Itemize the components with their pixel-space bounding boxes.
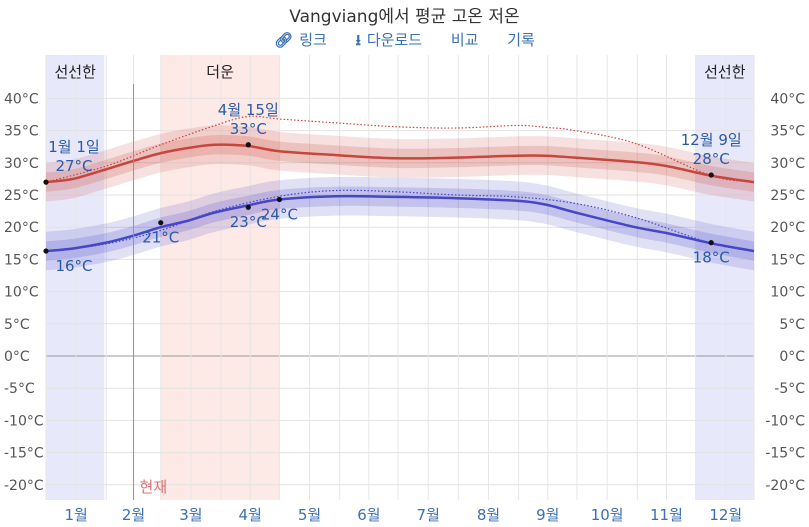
annotation-point-6 bbox=[708, 172, 714, 178]
series-low-band-inner bbox=[46, 186, 754, 261]
y-tick-label-left: -5°C bbox=[4, 381, 35, 397]
y-tick-label-right: -20°C bbox=[765, 478, 805, 494]
month-label-1: 1월 bbox=[64, 506, 87, 524]
month-label-2: 2월 bbox=[122, 506, 145, 524]
annotation-value-2: 21°C bbox=[142, 229, 179, 247]
annotation-point-0 bbox=[43, 179, 49, 185]
annotation-point-7 bbox=[708, 240, 714, 246]
annotation-date-6: 12월 9일 bbox=[681, 131, 742, 149]
y-tick-label-right: 15°C bbox=[770, 252, 805, 268]
season-band-label-0: 선선한 bbox=[54, 63, 96, 81]
y-tick-label-left: 0°C bbox=[4, 349, 30, 365]
y-tick-label-right: -10°C bbox=[765, 413, 805, 429]
y-tick-label-left: -20°C bbox=[4, 478, 44, 494]
y-tick-label-right: 25°C bbox=[770, 188, 805, 204]
annotation-value-0: 27°C bbox=[55, 157, 92, 175]
annotation-point-5 bbox=[276, 196, 283, 203]
series-high-band-inner bbox=[46, 135, 754, 192]
season-band-0 bbox=[46, 55, 105, 500]
month-label-11: 11월 bbox=[650, 506, 683, 524]
y-tick-label-right: -5°C bbox=[774, 381, 805, 397]
annotation-value-1: 16°C bbox=[55, 257, 92, 275]
y-tick-label-left: 15°C bbox=[4, 252, 39, 268]
y-tick-label-right: 30°C bbox=[770, 156, 805, 172]
y-tick-label-right: 5°C bbox=[779, 317, 805, 333]
season-band-label-2: 선선한 bbox=[704, 63, 746, 81]
annotation-point-1 bbox=[43, 248, 49, 254]
month-label-7: 7월 bbox=[417, 506, 440, 524]
annotation-date-0: 1월 1일 bbox=[48, 138, 99, 156]
annotation-value-5: 24°C bbox=[261, 206, 298, 224]
season-band-1 bbox=[160, 55, 280, 500]
annotation-value-6: 28°C bbox=[693, 150, 730, 168]
y-tick-label-left: 10°C bbox=[4, 285, 39, 301]
download-icon: ⭳ bbox=[355, 31, 361, 49]
annotation-value-3: 33°C bbox=[230, 120, 267, 138]
toolbar: 🔗︎ 링크 ⭳ 다운로드 비교 기록 bbox=[0, 29, 809, 55]
month-label-6: 6월 bbox=[357, 506, 380, 524]
y-tick-label-right: 20°C bbox=[770, 220, 805, 236]
season-band-2 bbox=[695, 55, 754, 500]
history-button[interactable]: 기록 bbox=[507, 31, 535, 49]
y-tick-label-left: 20°C bbox=[4, 220, 39, 236]
annotation-value-4: 23°C bbox=[230, 213, 267, 231]
link-button[interactable]: 🔗︎ 링크 bbox=[274, 29, 327, 50]
series-high-dotted-line bbox=[45, 115, 755, 183]
compare-button[interactable]: 비교 bbox=[450, 31, 479, 49]
y-tick-label-left: -15°C bbox=[4, 446, 44, 462]
y-tick-label-left: 35°C bbox=[4, 124, 39, 140]
series-low-band-outer bbox=[46, 176, 754, 271]
download-label: 다운로드 bbox=[366, 31, 423, 49]
month-label-9: 9월 bbox=[536, 506, 559, 524]
annotation-point-4 bbox=[245, 204, 251, 210]
season-band-label-1: 더운 bbox=[206, 63, 234, 81]
y-tick-label-left: 30°C bbox=[4, 156, 39, 172]
y-tick-label-left: 40°C bbox=[4, 91, 39, 107]
annotation-date-3: 4월 15일 bbox=[218, 101, 279, 119]
link-label: 링크 bbox=[299, 31, 327, 49]
y-tick-label-right: 10°C bbox=[770, 285, 805, 301]
month-label-8: 8월 bbox=[477, 506, 500, 524]
month-label-12: 12월 bbox=[709, 506, 742, 524]
y-tick-label-left: 5°C bbox=[4, 317, 30, 333]
series-low-dotted-line bbox=[45, 189, 755, 252]
link-icon: 🔗︎ bbox=[274, 31, 294, 49]
month-label-4: 4월 bbox=[239, 506, 262, 524]
month-label-3: 3월 bbox=[179, 506, 202, 524]
chart-title: Vangviang에서 평균 고온 저온 bbox=[289, 7, 520, 27]
y-tick-label-left: 25°C bbox=[4, 188, 39, 204]
month-label-5: 5월 bbox=[298, 506, 321, 524]
download-button[interactable]: ⭳ 다운로드 bbox=[356, 29, 422, 55]
y-tick-label-right: 0°C bbox=[779, 349, 805, 365]
now-label: 현재 bbox=[140, 478, 168, 496]
y-tick-label-right: -15°C bbox=[765, 446, 805, 462]
y-tick-label-right: 40°C bbox=[770, 91, 805, 107]
annotation-point-2 bbox=[158, 220, 164, 226]
annotation-value-7: 18°C bbox=[693, 249, 730, 267]
annotation-point-3 bbox=[245, 142, 251, 148]
month-label-10: 10월 bbox=[591, 506, 624, 524]
y-tick-label-right: 35°C bbox=[770, 124, 805, 140]
y-tick-label-left: -10°C bbox=[4, 413, 44, 429]
